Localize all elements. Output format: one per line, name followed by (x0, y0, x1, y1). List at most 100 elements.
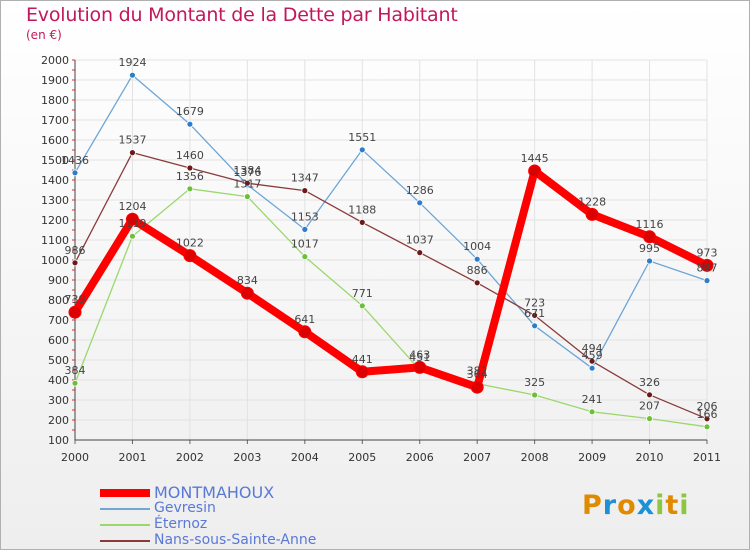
data-label: 1436 (61, 154, 89, 167)
logo-letter: x (636, 490, 656, 521)
data-label: 382 (467, 365, 488, 378)
series-point-1 (585, 207, 599, 221)
series-point-3 (129, 232, 136, 240)
data-label: 166 (697, 408, 718, 421)
series-point-3 (186, 185, 194, 193)
series-point-2 (473, 255, 481, 263)
legend-label: Gevresin (154, 500, 216, 516)
series-group (68, 71, 714, 431)
series-point-4 (129, 149, 136, 157)
data-label: 241 (582, 393, 603, 406)
series-point-4 (358, 218, 366, 226)
series-point-3 (301, 253, 309, 261)
series-point-1 (240, 286, 254, 300)
series-point-4 (588, 357, 596, 365)
y-tick-label: 1400 (41, 174, 69, 187)
data-label: 641 (294, 313, 315, 326)
logo-letter: o (617, 490, 637, 521)
data-label: 459 (582, 349, 603, 362)
data-label: 886 (467, 264, 488, 277)
legend-swatch (100, 540, 150, 542)
data-label: 1537 (118, 134, 146, 147)
y-tick-label: 700 (48, 314, 69, 327)
series-point-4 (301, 187, 309, 195)
x-tick-label: 2001 (118, 451, 146, 464)
data-label: 1004 (463, 240, 491, 253)
x-tick-label: 2004 (291, 451, 319, 464)
y-tick-label: 500 (48, 354, 69, 367)
logo-letter: P (582, 490, 603, 521)
data-label: 739 (65, 293, 86, 306)
legend-swatch (100, 508, 150, 510)
y-tick-label: 1200 (41, 214, 69, 227)
logo-letter: t (665, 490, 680, 521)
data-label: 207 (639, 400, 660, 413)
data-label: 325 (524, 376, 545, 389)
data-label: 1460 (176, 149, 204, 162)
data-label: 973 (697, 246, 718, 259)
series-point-4 (186, 164, 194, 172)
series-point-1 (68, 305, 82, 319)
y-tick-label: 800 (48, 294, 69, 307)
series-point-2 (186, 120, 194, 128)
y-tick-label: 100 (48, 434, 69, 447)
data-label: 441 (352, 353, 373, 366)
x-tick-label: 2009 (578, 451, 606, 464)
series-line-1 (71, 167, 711, 392)
chart-subtitle: (en €) (26, 28, 62, 42)
series-point-2 (301, 225, 309, 233)
series-point-2 (416, 199, 424, 207)
x-tick-label: 2007 (463, 451, 491, 464)
series-point-3 (703, 423, 711, 431)
series-point-1 (355, 365, 369, 379)
data-label: 1119 (118, 217, 146, 230)
data-label: 1376 (233, 166, 261, 179)
series-point-3 (646, 415, 653, 423)
series-point-4 (243, 179, 251, 187)
series-point-1 (643, 230, 657, 244)
y-tick-label: 900 (48, 274, 69, 287)
data-label: 671 (524, 307, 545, 320)
data-label: 463 (409, 348, 430, 361)
y-tick-label: 1500 (41, 154, 69, 167)
series-point-2 (646, 257, 653, 265)
x-tick-label: 2008 (521, 451, 549, 464)
series-point-1 (183, 249, 197, 263)
y-tick-label: 1700 (41, 114, 69, 127)
series-line-4 (74, 151, 708, 420)
data-label: 995 (639, 242, 660, 255)
legend-label: MONTMAHOUX (154, 483, 275, 502)
series-point-4 (646, 391, 653, 399)
series-line-3 (74, 188, 708, 428)
x-tick-label: 2011 (693, 451, 721, 464)
x-tick-label: 2005 (348, 451, 376, 464)
y-tick-label: 1000 (41, 254, 69, 267)
data-label: 1551 (348, 131, 376, 144)
series-point-3 (358, 302, 366, 310)
y-tick-label: 1100 (41, 234, 69, 247)
data-label: 494 (582, 342, 603, 355)
series-point-1 (298, 325, 312, 339)
data-label: 326 (639, 376, 660, 389)
y-tick-label: 300 (48, 394, 69, 407)
series-point-4 (473, 279, 481, 287)
data-label: 1286 (406, 184, 434, 197)
series-point-2 (71, 169, 79, 177)
x-axis-ticks: 2000 2001 2002 2003 2004 2005 2006 2007 2008 2009… (61, 451, 721, 464)
series-point-2 (531, 322, 539, 330)
data-label: 206 (697, 400, 718, 413)
y-tick-label: 1900 (41, 74, 69, 87)
y-tick-label: 2000 (41, 54, 69, 67)
data-labels: 739 1204 1022 834 641 441 463 364 1445 1228 1116 97… (61, 56, 718, 421)
series-point-4 (71, 259, 79, 267)
x-tick-label: 2002 (176, 451, 204, 464)
y-tick-label: 1600 (41, 134, 69, 147)
data-label: 986 (65, 244, 86, 257)
legend-swatch (100, 489, 150, 497)
series-point-2 (358, 146, 366, 154)
y-tick-label: 200 (48, 414, 69, 427)
legend-label: Éternoz (154, 516, 208, 532)
data-label: 1204 (118, 200, 146, 213)
data-label: 1228 (578, 195, 606, 208)
